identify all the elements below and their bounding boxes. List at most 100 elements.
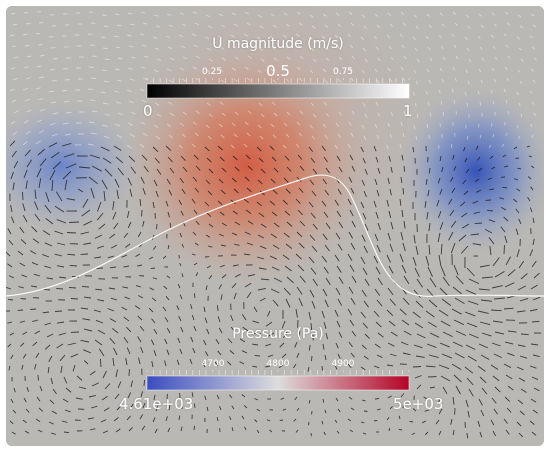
velocity-vector: [452, 286, 462, 295]
velocity-vector: [208, 113, 213, 118]
velocity-vector: [113, 35, 119, 38]
velocity-vector: [429, 277, 437, 288]
velocity-vector: [298, 132, 303, 137]
velocity-vector: [389, 78, 393, 83]
velocity-vector: [153, 394, 156, 401]
velocity-vector: [166, 275, 171, 279]
velocity-vector: [401, 264, 407, 274]
velocity-vector: [506, 77, 510, 82]
velocity-vector: [257, 234, 265, 239]
velocity-vector: [337, 188, 342, 195]
velocity-vector: [7, 298, 14, 301]
velocity-vector: [23, 397, 27, 403]
velocity-vector: [439, 67, 443, 72]
velocity-vector: [94, 256, 102, 259]
velocity-vector: [286, 166, 292, 172]
velocity-vector: [479, 101, 482, 106]
velocity-vector: [143, 379, 146, 387]
velocity-vector: [48, 355, 53, 363]
velocity-vector: [229, 394, 233, 399]
velocity-vector: [362, 212, 367, 220]
velocity-vector: [297, 264, 305, 272]
velocity-vector: [208, 58, 214, 62]
velocity-vector: [89, 99, 96, 102]
pressure-tick-label: 4700: [201, 359, 225, 369]
velocity-vector: [109, 318, 117, 323]
velocity-vector: [400, 121, 403, 126]
velocity-vector: [205, 234, 211, 238]
velocity-vector: [515, 228, 519, 236]
velocity-vector: [374, 288, 381, 296]
velocity-vector: [247, 220, 254, 225]
velocity-vector: [361, 124, 365, 129]
velocity-vector: [338, 331, 343, 338]
velocity-vector: [502, 186, 508, 189]
velocity-vector: [298, 77, 303, 82]
velocity-vector: [530, 398, 537, 403]
velocity-vector: [123, 336, 129, 344]
velocity-vector: [260, 168, 266, 174]
velocity-vector: [91, 382, 99, 387]
velocity-vector: [23, 66, 29, 69]
velocity-vector: [295, 198, 301, 205]
velocity-vector: [192, 176, 198, 182]
velocity-vector: [270, 288, 280, 294]
velocity-vector: [455, 330, 467, 336]
velocity-vector: [26, 55, 32, 58]
velocity-vector: [232, 45, 237, 49]
velocity-vector: [322, 233, 328, 241]
velocity-vector: [115, 428, 121, 433]
velocity-vector: [454, 22, 458, 26]
velocity-vector: [374, 343, 381, 348]
velocity-vector: [529, 365, 537, 369]
velocity-vector: [258, 212, 265, 218]
velocity-vector: [231, 67, 236, 71]
velocity-vector: [386, 254, 391, 263]
velocity-vector: [135, 253, 141, 257]
velocity-vector: [452, 154, 455, 160]
velocity-vector: [191, 314, 195, 321]
velocity-vector: [56, 343, 64, 349]
velocity-vector: [441, 78, 445, 83]
velocity-vector: [153, 245, 157, 250]
velocity-vector: [492, 320, 503, 323]
velocity-vector: [256, 429, 260, 434]
velocity-vector: [177, 337, 181, 344]
velocity-vector: [312, 223, 318, 230]
velocity-vector: [110, 297, 118, 301]
velocity-vector: [11, 150, 17, 158]
velocity-vector: [83, 296, 92, 299]
velocity-vector: [453, 165, 457, 171]
velocity-vector: [128, 426, 133, 432]
velocity-vector: [461, 212, 468, 218]
velocity-vector: [67, 342, 77, 346]
velocity-vector: [518, 432, 524, 438]
velocity-vector: [90, 77, 96, 79]
velocity-vector: [6, 251, 11, 257]
velocity-vector: [180, 326, 184, 333]
velocity-vector: [428, 167, 431, 174]
velocity-vector: [296, 66, 301, 71]
velocity-vector: [88, 121, 95, 124]
velocity-vector: [230, 144, 235, 149]
velocity-vector: [195, 165, 201, 171]
velocity-vector: [412, 146, 415, 153]
velocity-vector: [363, 300, 369, 308]
velocity-vector: [257, 179, 263, 185]
velocity-vector: [454, 352, 465, 359]
velocity-vector: [491, 166, 496, 170]
velocity-vector: [179, 348, 183, 355]
velocity-vector: [22, 215, 28, 223]
velocity-vector: [166, 327, 171, 334]
velocity-vector: [466, 47, 470, 52]
velocity-vector: [164, 338, 168, 345]
velocity-vector: [138, 357, 141, 365]
velocity-vector: [308, 344, 311, 351]
velocity-vector: [7, 321, 13, 324]
velocity-vector: [137, 295, 144, 299]
velocity-vector: [116, 79, 122, 82]
velocity-vector: [231, 427, 234, 432]
velocity-vector: [321, 35, 326, 39]
velocity-vector: [451, 88, 454, 93]
velocity-vector: [374, 123, 378, 128]
